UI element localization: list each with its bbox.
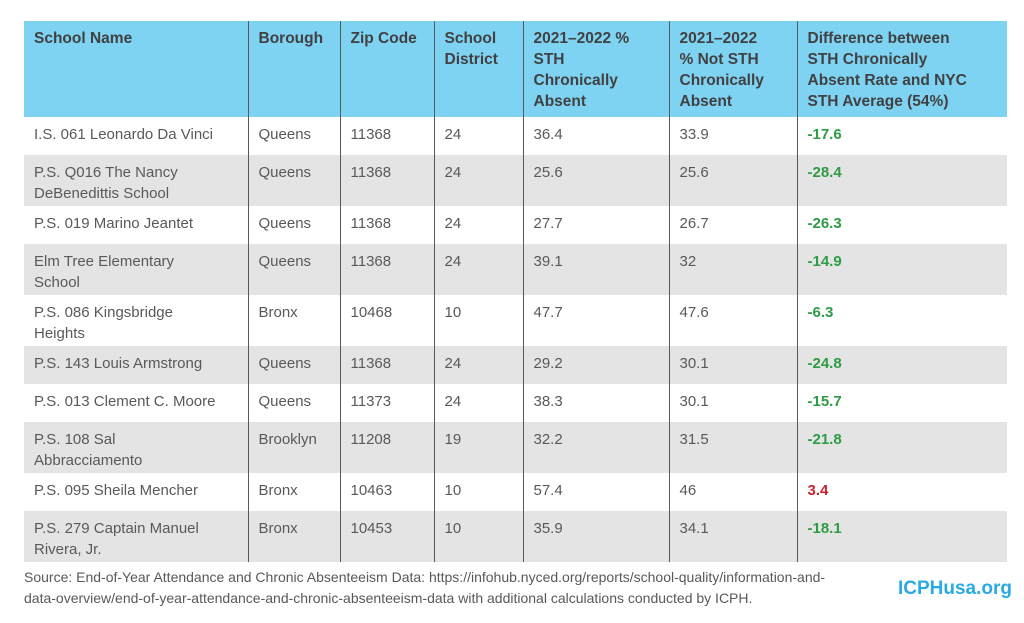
table-row: I.S. 061 Leonardo Da Vinci Queens 11368 24 3…	[24, 117, 1007, 155]
cell-borough: Brooklyn	[247, 422, 340, 473]
cell-sth-chronically-absent: 25.6	[522, 155, 669, 206]
cell-borough: Bronx	[247, 295, 340, 346]
cell-zip-code: 10468	[339, 295, 434, 346]
table-row: P.S. Q016 The Nancy DeBenedittis School Q…	[24, 155, 1007, 206]
cell-borough: Bronx	[247, 511, 340, 562]
cell-school-district: 24	[433, 244, 523, 295]
cell-school-name: Elm Tree Elementary School	[24, 244, 248, 295]
cell-school-name: P.S. 095 Sheila Mencher	[24, 473, 248, 511]
cell-zip-code: 11368	[339, 155, 434, 206]
report-table-section: School Name Borough Zip Code School Dist…	[24, 21, 1007, 623]
table-header: School Name Borough Zip Code School Dist…	[24, 21, 1007, 117]
cell-difference: -28.4	[796, 155, 1007, 206]
cell-school-name: P.S. 019 Marino Jeantet	[24, 206, 248, 244]
cell-not-sth-chronically-absent: 26.7	[668, 206, 797, 244]
cell-not-sth-chronically-absent: 47.6	[668, 295, 797, 346]
cell-sth-chronically-absent: 32.2	[522, 422, 669, 473]
table-row: P.S. 019 Marino Jeantet Queens 11368 24 27.7…	[24, 206, 1007, 244]
cell-zip-code: 11368	[339, 117, 434, 155]
cell-zip-code: 10453	[339, 511, 434, 562]
cell-sth-chronically-absent: 39.1	[522, 244, 669, 295]
cell-difference: -6.3	[796, 295, 1007, 346]
school-absenteeism-table: School Name Borough Zip Code School Dist…	[24, 21, 1007, 562]
cell-zip-code: 10463	[339, 473, 434, 511]
table-row: P.S. 086 Kingsbridge Heights Bronx 10468 10…	[24, 295, 1007, 346]
cell-borough: Queens	[247, 206, 340, 244]
table-row: P.S. 095 Sheila Mencher Bronx 10463 10 57.4 4…	[24, 473, 1007, 511]
cell-school-district: 10	[433, 511, 523, 562]
cell-difference: -21.8	[796, 422, 1007, 473]
cell-zip-code: 11373	[339, 384, 434, 422]
cell-zip-code: 11208	[339, 422, 434, 473]
column-header-zip-code: Zip Code	[339, 21, 434, 117]
column-header-not-sth-chronically-absent: 2021–2022 % Not STH Chronically Absent	[668, 21, 797, 117]
cell-sth-chronically-absent: 27.7	[522, 206, 669, 244]
cell-difference: 3.4	[796, 473, 1007, 511]
cell-school-district: 10	[433, 295, 523, 346]
cell-not-sth-chronically-absent: 34.1	[668, 511, 797, 562]
table-row: P.S. 013 Clement C. Moore Queens 11373 24 38…	[24, 384, 1007, 422]
icph-logo[interactable]: ICPHusa.org	[897, 578, 1012, 599]
cell-sth-chronically-absent: 29.2	[522, 346, 669, 384]
source-citation: Source: End-of-Year Attendance and Chron…	[24, 569, 826, 606]
cell-school-district: 24	[433, 117, 523, 155]
cell-not-sth-chronically-absent: 32	[668, 244, 797, 295]
cell-difference: -18.1	[796, 511, 1007, 562]
column-header-sth-chronically-absent: 2021–2022 % STH Chronically Absent	[522, 21, 669, 117]
cell-sth-chronically-absent: 38.3	[522, 384, 669, 422]
cell-school-district: 24	[433, 206, 523, 244]
table-body: I.S. 061 Leonardo Da Vinci Queens 11368 24 3…	[24, 117, 1007, 562]
cell-borough: Bronx	[247, 473, 340, 511]
column-header-difference: Difference between STH Chronically Absen…	[796, 21, 1007, 117]
cell-borough: Queens	[247, 117, 340, 155]
table-row: P.S. 279 Captain Manuel Rivera, Jr. Bronx…	[24, 511, 1007, 562]
cell-difference: -17.6	[796, 117, 1007, 155]
column-header-school-district: School District	[433, 21, 523, 117]
cell-school-name: I.S. 061 Leonardo Da Vinci	[24, 117, 248, 155]
cell-school-name: P.S. 013 Clement C. Moore	[24, 384, 248, 422]
column-header-school-name: School Name	[24, 21, 248, 117]
cell-school-name: P.S. 143 Louis Armstrong	[24, 346, 248, 384]
cell-sth-chronically-absent: 57.4	[522, 473, 669, 511]
cell-not-sth-chronically-absent: 30.1	[668, 384, 797, 422]
cell-difference: -15.7	[796, 384, 1007, 422]
table-row: Elm Tree Elementary School Queens 11368 24 3…	[24, 244, 1007, 295]
cell-not-sth-chronically-absent: 46	[668, 473, 797, 511]
cell-school-name: P.S. Q016 The Nancy DeBenedittis School	[24, 155, 248, 206]
table-row: P.S. 143 Louis Armstrong Queens 11368 24 29.…	[24, 346, 1007, 384]
table-row: P.S. 108 Sal Abbracciamento Brooklyn 11208…	[24, 422, 1007, 473]
column-header-borough: Borough	[247, 21, 340, 117]
cell-borough: Queens	[247, 384, 340, 422]
cell-school-name: P.S. 108 Sal Abbracciamento	[24, 422, 248, 473]
header-row: School Name Borough Zip Code School Dist…	[24, 21, 1007, 117]
cell-school-district: 24	[433, 346, 523, 384]
cell-not-sth-chronically-absent: 30.1	[668, 346, 797, 384]
cell-borough: Queens	[247, 346, 340, 384]
cell-zip-code: 11368	[339, 346, 434, 384]
cell-not-sth-chronically-absent: 31.5	[668, 422, 797, 473]
cell-borough: Queens	[247, 155, 340, 206]
cell-difference: -24.8	[796, 346, 1007, 384]
cell-borough: Queens	[247, 244, 340, 295]
cell-school-district: 19	[433, 422, 523, 473]
cell-school-district: 24	[433, 155, 523, 206]
cell-not-sth-chronically-absent: 33.9	[668, 117, 797, 155]
cell-difference: -26.3	[796, 206, 1007, 244]
cell-zip-code: 11368	[339, 244, 434, 295]
cell-not-sth-chronically-absent: 25.6	[668, 155, 797, 206]
cell-zip-code: 11368	[339, 206, 434, 244]
cell-sth-chronically-absent: 36.4	[522, 117, 669, 155]
cell-school-district: 10	[433, 473, 523, 511]
cell-difference: -14.9	[796, 244, 1007, 295]
cell-sth-chronically-absent: 35.9	[522, 511, 669, 562]
cell-school-district: 24	[433, 384, 523, 422]
cell-school-name: P.S. 086 Kingsbridge Heights	[24, 295, 248, 346]
cell-school-name: P.S. 279 Captain Manuel Rivera, Jr.	[24, 511, 248, 562]
cell-sth-chronically-absent: 47.7	[522, 295, 669, 346]
